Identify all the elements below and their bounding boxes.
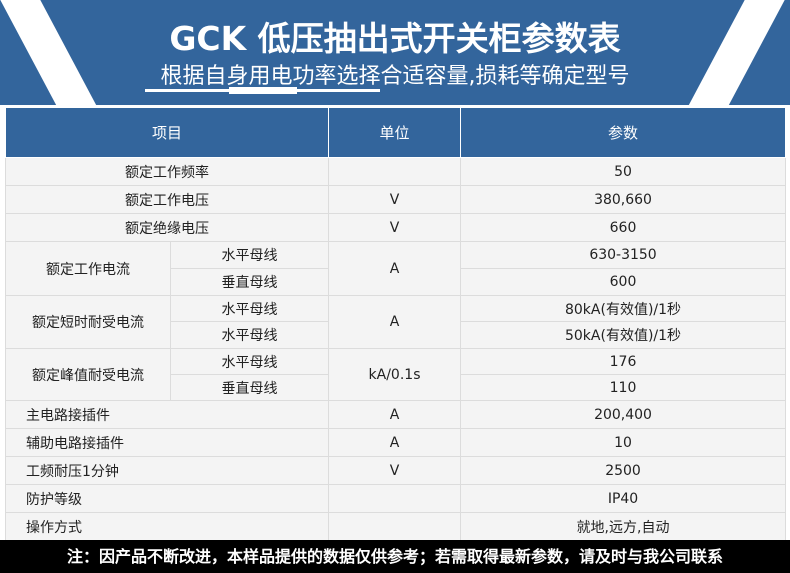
column-header-unit: 单位 xyxy=(328,107,462,158)
sub-item-cell: 垂直母线 xyxy=(169,268,330,296)
unit-cell: A xyxy=(328,295,462,349)
unit-cell: V xyxy=(328,185,462,214)
column-header-value: 参数 xyxy=(460,107,787,158)
table-row: 辅助电路接插件 A 10 xyxy=(4,428,787,457)
value-cell: 80kA(有效值)/1秒 xyxy=(460,295,787,322)
value-cell: 2500 xyxy=(460,456,787,485)
item-cell: 主电路接插件 xyxy=(4,400,330,429)
value-cell: 200,400 xyxy=(460,400,787,429)
table-row: 工频耐压1分钟 V 2500 xyxy=(4,456,787,485)
table-row: 额定绝缘电压 V 660 xyxy=(4,213,787,242)
value-cell: 50kA(有效值)/1秒 xyxy=(460,321,787,349)
table-row: 额定峰值耐受电流 水平母线 kA/0.1s 176 xyxy=(5,348,787,401)
table-row: 额定工作频率 50 xyxy=(4,157,787,186)
value-cell: IP40 xyxy=(460,484,787,513)
table-row: 额定短时耐受电流 水平母线 A 80kA(有效值)/1秒 xyxy=(5,295,787,349)
unit-cell: A xyxy=(328,428,462,457)
sub-item-cell: 垂直母线 xyxy=(169,374,330,401)
footer-note: 注：因产品不断改进，本样品提供的数据仅供参考；若需取得最新参数，请及时与我公司联… xyxy=(0,540,790,573)
sub-item-cell: 水平母线 xyxy=(169,348,330,375)
item-cell: 额定工作电压 xyxy=(4,185,330,214)
unit-cell xyxy=(328,157,462,186)
item-cell: 额定工作频率 xyxy=(4,157,330,186)
page-subtitle: 根据自身用电功率选择合适容量,损耗等确定型号 xyxy=(160,64,630,89)
item-cell: 辅助电路接插件 xyxy=(4,428,330,457)
page-title: GCK 低压抽出式开关柜参数表 xyxy=(169,19,621,58)
sub-item-cell: 水平母线 xyxy=(169,321,330,349)
unit-cell xyxy=(328,512,462,541)
item-cell: 额定短时耐受电流 xyxy=(5,295,171,349)
item-cell: 额定工作电流 xyxy=(5,241,171,296)
unit-cell: kA/0.1s xyxy=(328,348,462,401)
table-row: 主电路接插件 A 200,400 xyxy=(4,400,787,429)
item-cell: 额定绝缘电压 xyxy=(4,213,330,242)
value-cell: 50 xyxy=(460,157,787,186)
value-cell: 630-3150 xyxy=(460,241,787,269)
value-cell: 就地,远方,自动 xyxy=(460,512,787,541)
unit-cell: V xyxy=(328,456,462,485)
table-row: 垂直母线 600 xyxy=(6,268,787,296)
unit-cell: V xyxy=(328,213,462,242)
unit-cell xyxy=(328,484,462,513)
column-header-item: 项目 xyxy=(4,107,330,158)
unit-cell: A xyxy=(328,241,462,296)
header-banner: GCK 低压抽出式开关柜参数表 根据自身用电功率选择合适容量,损耗等确定型号 xyxy=(0,0,790,105)
unit-cell: A xyxy=(328,400,462,429)
table-row: 防护等级 IP40 xyxy=(4,484,787,513)
table-row: 垂直母线 110 xyxy=(6,374,787,401)
parameter-table: 项目 单位 参数 额定工作频率 50 额定工作电压 V 380,660 额定绝缘电压 V… xyxy=(4,107,787,541)
value-cell: 380,660 xyxy=(460,185,787,214)
value-cell: 10 xyxy=(460,428,787,457)
divider-accent xyxy=(229,87,297,94)
table-row: 操作方式 就地,远方,自动 xyxy=(4,512,787,541)
table-row: 额定工作电流 水平母线 A 630-3150 xyxy=(5,241,787,296)
value-cell: 660 xyxy=(460,213,787,242)
sub-item-cell: 水平母线 xyxy=(169,295,330,322)
table-header-row: 项目 单位 参数 xyxy=(4,107,787,158)
item-cell: 操作方式 xyxy=(4,512,330,541)
sub-item-cell: 水平母线 xyxy=(169,241,330,269)
item-cell: 工频耐压1分钟 xyxy=(4,456,330,485)
table-row: 额定工作电压 V 380,660 xyxy=(4,185,787,214)
item-cell: 额定峰值耐受电流 xyxy=(5,348,171,401)
value-cell: 110 xyxy=(460,374,787,401)
item-cell: 防护等级 xyxy=(4,484,330,513)
value-cell: 176 xyxy=(460,348,787,375)
value-cell: 600 xyxy=(460,268,787,296)
table-row: 水平母线 50kA(有效值)/1秒 xyxy=(6,321,787,349)
